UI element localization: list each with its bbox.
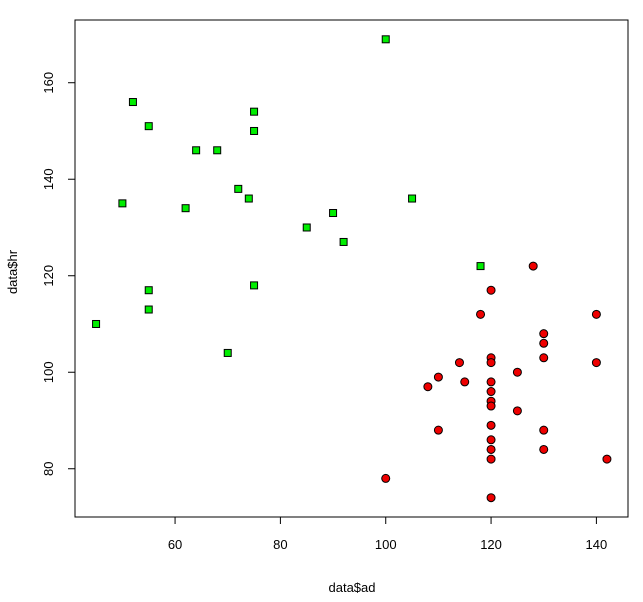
square-point <box>408 194 417 203</box>
x-tick-label: 100 <box>375 537 397 552</box>
circle-point <box>512 367 522 377</box>
circle-point <box>486 401 496 411</box>
y-tick-label: 80 <box>41 462 56 476</box>
square-point <box>144 122 153 131</box>
square-point <box>92 319 101 328</box>
circle-point <box>528 261 538 271</box>
y-axis: 80 100 120 140 160 <box>41 72 75 476</box>
x-axis: 60 80 100 120 140 <box>168 517 607 552</box>
square-point <box>181 204 190 213</box>
circle-point <box>486 420 496 430</box>
plot-frame <box>74 19 629 518</box>
circle-point <box>591 358 601 368</box>
square-point <box>302 223 311 232</box>
data-points <box>92 35 612 503</box>
circle-point <box>539 329 549 339</box>
circle-point <box>433 425 443 435</box>
circle-point <box>591 309 601 319</box>
circle-point <box>486 377 496 387</box>
square-point <box>381 35 390 44</box>
square-point <box>234 184 243 193</box>
x-tick-label: 140 <box>586 537 608 552</box>
y-tick-label: 160 <box>41 72 56 94</box>
circle-point <box>486 454 496 464</box>
circle-point <box>539 353 549 363</box>
square-point <box>250 107 259 116</box>
square-point <box>476 262 485 271</box>
square-point <box>213 146 222 155</box>
circle-point <box>486 444 496 454</box>
circle-point <box>486 358 496 368</box>
circle-point <box>476 309 486 319</box>
y-tick-label: 140 <box>41 168 56 190</box>
y-tick-label: 100 <box>41 361 56 383</box>
square-point <box>329 209 338 218</box>
square-point <box>339 237 348 246</box>
circle-point <box>512 406 522 416</box>
square-point <box>128 98 137 107</box>
square-point <box>250 126 259 135</box>
x-tick-label: 80 <box>273 537 287 552</box>
circle-point <box>486 387 496 397</box>
square-point <box>192 146 201 155</box>
x-tick-label: 120 <box>480 537 502 552</box>
square-point <box>118 199 127 208</box>
circle-point <box>381 473 391 483</box>
circle-point <box>539 444 549 454</box>
x-axis-label: data$ad <box>329 580 376 595</box>
circle-point <box>454 358 464 368</box>
y-axis-label: data$hr <box>5 249 20 294</box>
square-point <box>223 348 232 357</box>
circle-point <box>486 435 496 445</box>
circle-point <box>539 425 549 435</box>
y-tick-label: 120 <box>41 265 56 287</box>
circle-point <box>460 377 470 387</box>
square-point <box>144 305 153 314</box>
circle-point <box>486 493 496 503</box>
circle-point <box>423 382 433 392</box>
square-point <box>250 281 259 290</box>
x-tick-label: 60 <box>168 537 182 552</box>
square-point <box>244 194 253 203</box>
circle-point <box>539 338 549 348</box>
square-point <box>144 286 153 295</box>
circle-point <box>486 285 496 295</box>
circle-point <box>602 454 612 464</box>
circle-point <box>433 372 443 382</box>
